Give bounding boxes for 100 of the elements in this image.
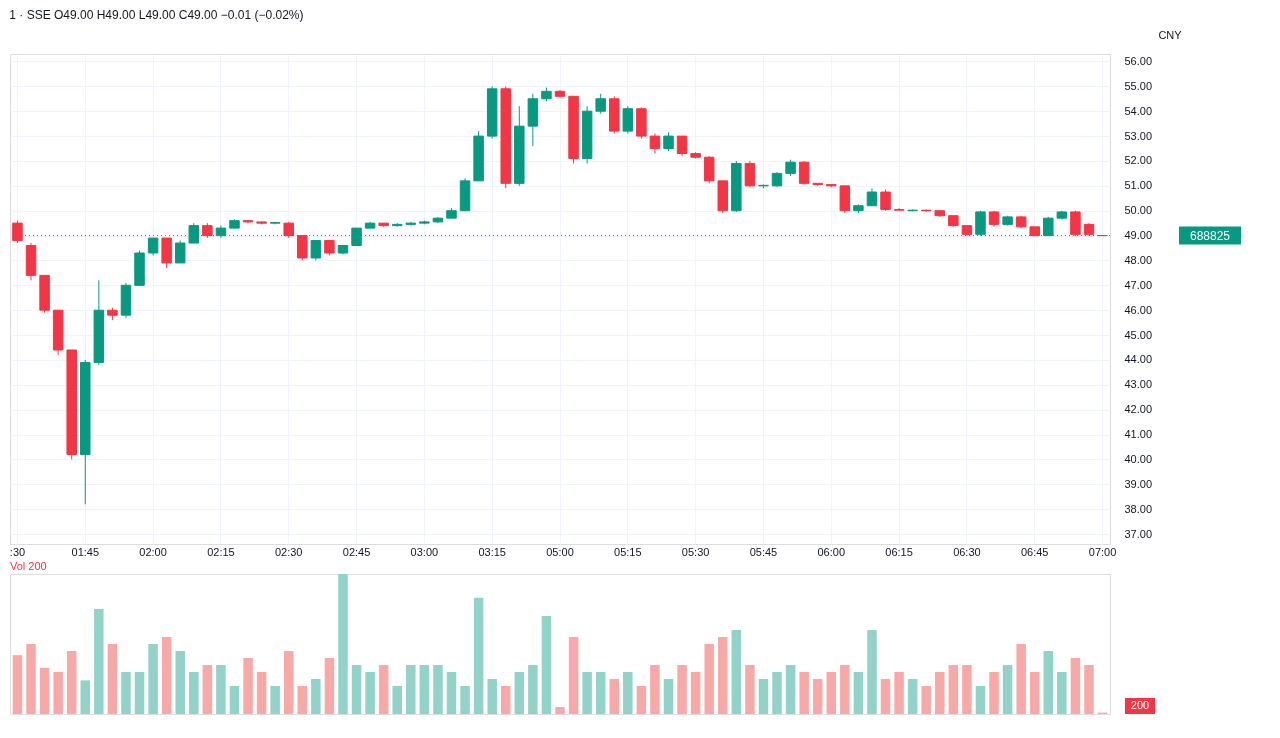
bar — [94, 609, 104, 714]
candlestick — [880, 189, 891, 212]
bar — [663, 679, 674, 714]
bar — [243, 658, 253, 714]
y-tick-label: 37.00 — [1124, 527, 1153, 540]
x-tick-label: 02:45 — [342, 545, 371, 558]
candlestick — [310, 240, 322, 261]
bar — [1016, 644, 1026, 714]
x-tick-label: 05:15 — [614, 545, 642, 558]
bar — [745, 665, 755, 714]
bar — [12, 655, 23, 714]
candlestick — [676, 135, 688, 157]
candlestick — [12, 220, 23, 244]
bar — [948, 665, 959, 714]
text: 688825 — [1189, 228, 1231, 243]
y-tick-label: 55.00 — [1124, 79, 1153, 92]
candlestick — [297, 235, 308, 261]
bar — [1057, 672, 1067, 714]
candlestick — [663, 131, 674, 152]
chart-title: Vol 200 — [10, 560, 47, 572]
bar — [555, 707, 565, 714]
y-tick-label: 42.00 — [1124, 403, 1153, 416]
bar — [189, 672, 199, 714]
bar — [894, 672, 904, 714]
x-tick-label: 03:15 — [478, 545, 506, 558]
bar — [53, 672, 63, 714]
bar — [202, 665, 213, 714]
bar — [446, 672, 457, 714]
bar — [324, 658, 335, 714]
bar — [962, 665, 972, 714]
x-tick-label: 02:30 — [274, 545, 303, 558]
bar — [175, 651, 185, 714]
bar — [568, 637, 579, 714]
candlestick — [622, 105, 634, 135]
x-tick-label: 02:15 — [207, 545, 235, 558]
bar — [473, 597, 484, 714]
x-tick-label: 05:30 — [681, 545, 710, 558]
bar — [921, 686, 931, 714]
bar — [867, 630, 877, 714]
x-tick-label: 01:45 — [71, 545, 100, 558]
bar — [1029, 672, 1040, 714]
bar — [80, 680, 91, 714]
bar — [297, 686, 308, 714]
bar — [623, 672, 633, 714]
bar — [378, 665, 389, 714]
y-tick-label: 54.00 — [1124, 104, 1153, 117]
bar — [812, 679, 823, 714]
bar — [677, 665, 687, 714]
y-tick-label: 40.00 — [1124, 452, 1153, 465]
bar — [582, 672, 592, 714]
candlestick — [703, 155, 715, 184]
bar — [392, 686, 402, 714]
bar — [216, 665, 226, 714]
bar — [718, 637, 728, 714]
y-tick-label: 52.00 — [1124, 154, 1153, 167]
bar — [758, 679, 769, 714]
bar — [826, 672, 837, 714]
bar — [840, 665, 850, 714]
y-tick-label: 53.00 — [1124, 129, 1153, 142]
x-tick-label: 03:00 — [410, 545, 439, 558]
x-tick-label: 07:00 — [1088, 545, 1117, 558]
bar — [107, 644, 118, 714]
x-tick-label: 06:45 — [1020, 545, 1049, 558]
bar — [270, 686, 280, 714]
y-tick-label: 56.00 — [1124, 54, 1153, 67]
bar — [989, 672, 999, 714]
bar — [731, 630, 742, 714]
bar — [785, 665, 796, 714]
text: 200 — [1130, 699, 1150, 711]
bar — [541, 616, 552, 714]
bar — [121, 672, 131, 714]
bar — [66, 651, 77, 714]
x-tick-label: 06:30 — [953, 545, 981, 558]
bar — [406, 665, 416, 714]
candlestick — [595, 93, 606, 115]
bar — [609, 679, 619, 714]
bar — [39, 667, 50, 714]
bar — [636, 686, 647, 714]
x-tick-label: 05:00 — [546, 545, 574, 558]
y-tick-label: 44.00 — [1124, 353, 1153, 366]
candlestick — [1070, 210, 1081, 237]
bar — [229, 686, 240, 714]
bar — [419, 665, 430, 714]
y-tick-label: 50.00 — [1124, 204, 1153, 217]
y-tick-label: 48.00 — [1124, 253, 1153, 266]
y-tick-label: 39.00 — [1124, 477, 1153, 490]
bar — [880, 679, 891, 714]
bar — [1084, 665, 1094, 714]
candlestick — [649, 133, 661, 154]
bar — [1070, 658, 1081, 714]
x-tick-label: 06:15 — [885, 545, 913, 558]
y-tick-label: 51.00 — [1124, 179, 1153, 192]
y-tick-label: 46.00 — [1124, 303, 1153, 316]
bar — [26, 644, 36, 714]
bar — [161, 637, 172, 714]
y-tick-label: 47.00 — [1124, 278, 1153, 291]
x-tick-label: :30 — [9, 545, 26, 558]
bar — [935, 672, 945, 714]
bar — [514, 672, 525, 714]
bar — [338, 574, 348, 714]
